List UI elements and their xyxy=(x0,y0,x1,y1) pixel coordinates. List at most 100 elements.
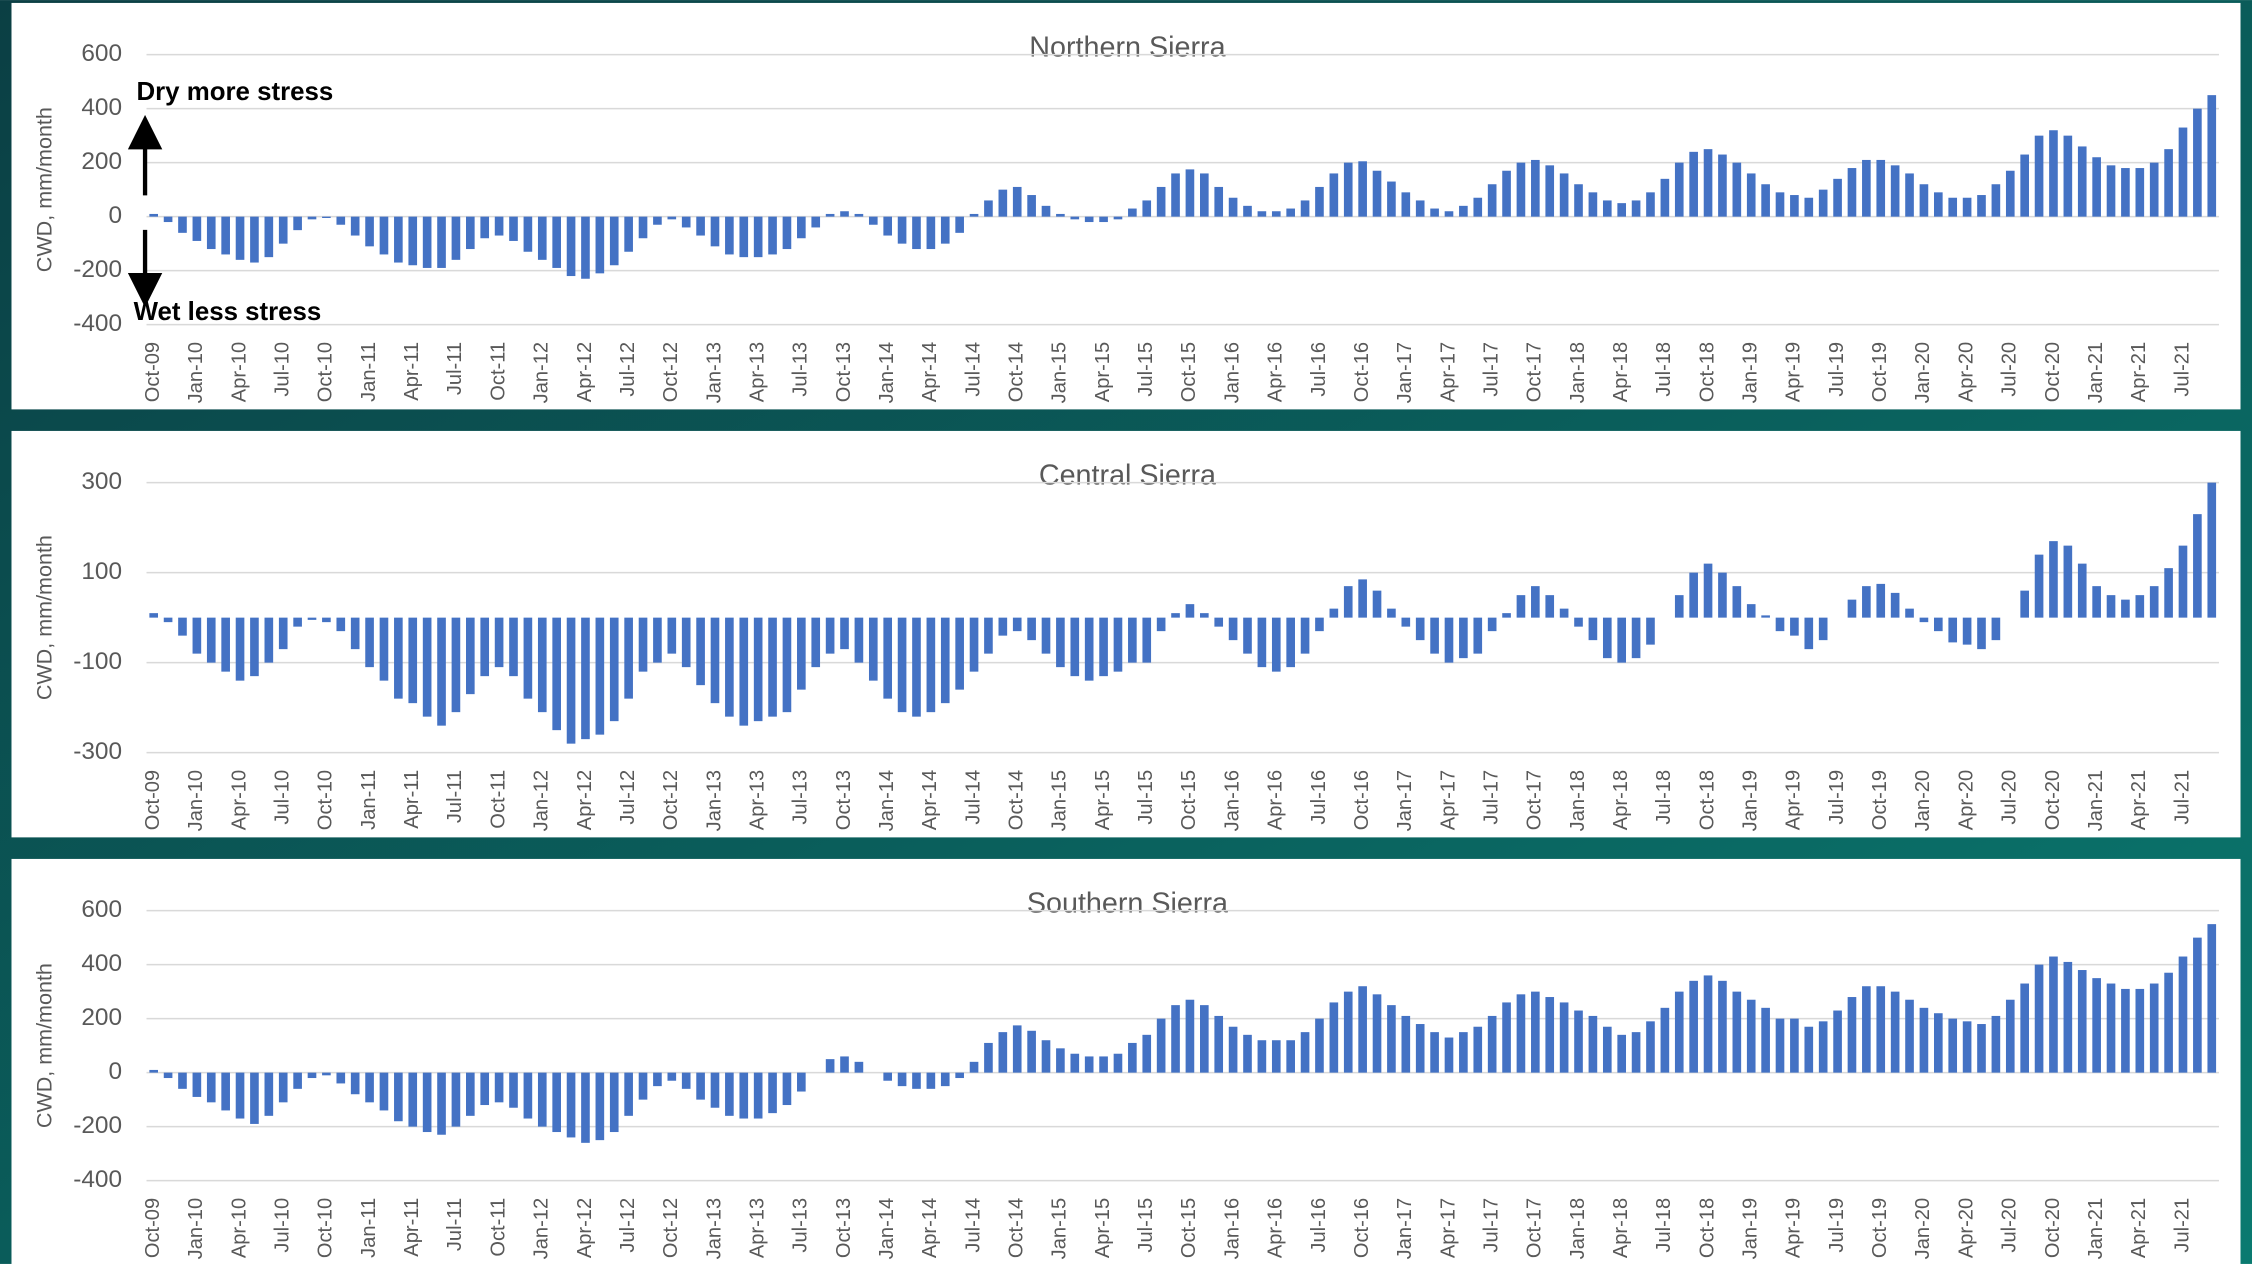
x-tick-label: Oct-12 xyxy=(660,770,682,830)
bar xyxy=(163,216,173,223)
bar xyxy=(955,1072,964,1079)
bar xyxy=(2178,127,2188,217)
bar xyxy=(1156,186,1166,217)
bar xyxy=(1084,216,1094,223)
bar xyxy=(566,617,576,744)
bar xyxy=(1531,586,1540,618)
x-tick-label: Jan-14 xyxy=(876,342,898,403)
bar xyxy=(537,1072,547,1127)
x-tick-label: Apr-15 xyxy=(1092,342,1114,402)
bar xyxy=(1531,159,1540,217)
bar xyxy=(2193,514,2202,618)
bar xyxy=(696,1072,705,1100)
x-tick-label: Apr-16 xyxy=(1265,1198,1287,1258)
bar xyxy=(868,216,878,225)
bar xyxy=(653,1072,662,1087)
bar xyxy=(2020,154,2029,217)
bar xyxy=(1012,1025,1022,1073)
y-tick-label: 400 xyxy=(81,950,122,977)
bar xyxy=(1070,617,1080,677)
bar xyxy=(1617,617,1627,663)
y-tick-label: 300 xyxy=(81,468,122,495)
x-tick-label: Apr-20 xyxy=(1955,1198,1977,1258)
bar xyxy=(1185,169,1195,217)
bar xyxy=(206,617,216,663)
bar xyxy=(681,1072,691,1089)
bar xyxy=(1934,617,1943,632)
bar xyxy=(2178,956,2188,1073)
x-tick-label: Apr-19 xyxy=(1783,1198,1805,1258)
bar xyxy=(566,1072,576,1138)
x-tick-label: Jul-15 xyxy=(1135,770,1157,825)
x-tick-label: Jan-10 xyxy=(185,770,207,831)
panel: Central Sierra CWD, mm/month -300 -100 100 30… xyxy=(11,430,2241,838)
bar xyxy=(408,1072,418,1127)
bar xyxy=(1012,617,1022,632)
x-tick-label: Jan-19 xyxy=(1740,770,1762,831)
bar xyxy=(1315,617,1324,632)
x-tick-label: Oct-17 xyxy=(1524,1198,1546,1258)
bar xyxy=(797,1072,806,1092)
bar xyxy=(1200,1005,1209,1073)
bar xyxy=(1430,617,1439,654)
bar xyxy=(1156,617,1166,632)
bar xyxy=(264,216,274,258)
bar xyxy=(1516,994,1526,1073)
bar xyxy=(797,216,806,239)
y-axis-label: CWD, mm/month xyxy=(33,963,57,1128)
x-tick-label: Jan-19 xyxy=(1740,1198,1762,1259)
x-tick-label: Jan-21 xyxy=(2085,342,2107,403)
x-tick-label: Jan-20 xyxy=(1912,342,1934,403)
chart-title: Southern Sierra xyxy=(1027,887,1228,919)
bar xyxy=(235,216,245,260)
bar xyxy=(753,216,763,258)
bar xyxy=(149,213,159,217)
bar xyxy=(1473,617,1483,654)
bar xyxy=(696,617,705,686)
bar xyxy=(1473,197,1483,217)
bar xyxy=(221,617,230,672)
bar xyxy=(1631,617,1641,659)
bar xyxy=(322,1072,331,1076)
bar xyxy=(1646,1021,1655,1073)
bar xyxy=(811,617,821,668)
bar xyxy=(1617,203,1627,217)
x-tick-label: Jan-19 xyxy=(1740,342,1762,403)
bar xyxy=(1847,997,1857,1073)
bar xyxy=(2005,170,2015,217)
bar xyxy=(365,617,374,668)
x-tick-label: Jan-21 xyxy=(2085,770,2107,831)
bar xyxy=(221,1072,230,1111)
bar xyxy=(480,617,490,677)
bar xyxy=(2020,983,2029,1073)
bar xyxy=(437,617,446,726)
y-tick-label: -200 xyxy=(73,1112,122,1139)
bar xyxy=(293,216,302,231)
bar xyxy=(278,617,288,650)
bar xyxy=(206,216,216,250)
x-tick-label: Jul-21 xyxy=(2171,1198,2193,1253)
bar xyxy=(1185,604,1195,618)
bar xyxy=(163,617,173,623)
x-tick-label: Oct-19 xyxy=(1869,342,1891,402)
bar xyxy=(725,617,734,717)
bar xyxy=(1099,216,1108,223)
bar xyxy=(307,1072,317,1079)
x-tick-label: Jan-20 xyxy=(1912,770,1934,831)
bar xyxy=(178,1072,187,1089)
bar xyxy=(422,617,432,717)
bar xyxy=(2149,586,2159,618)
bar xyxy=(1171,613,1180,618)
x-tick-label: Jul-15 xyxy=(1135,342,1157,397)
bar xyxy=(1718,980,1727,1073)
bar xyxy=(1473,1026,1483,1073)
bar xyxy=(1602,1026,1612,1073)
x-tick-label: Oct-17 xyxy=(1524,342,1546,402)
bar xyxy=(2207,924,2217,1073)
x-tick-label: Jul-19 xyxy=(1826,1198,1848,1253)
bar xyxy=(523,617,533,699)
x-tick-label: Oct-16 xyxy=(1351,770,1373,830)
bar xyxy=(739,1072,749,1119)
x-tick-label: Oct-13 xyxy=(833,770,855,830)
bar xyxy=(1156,1018,1166,1073)
